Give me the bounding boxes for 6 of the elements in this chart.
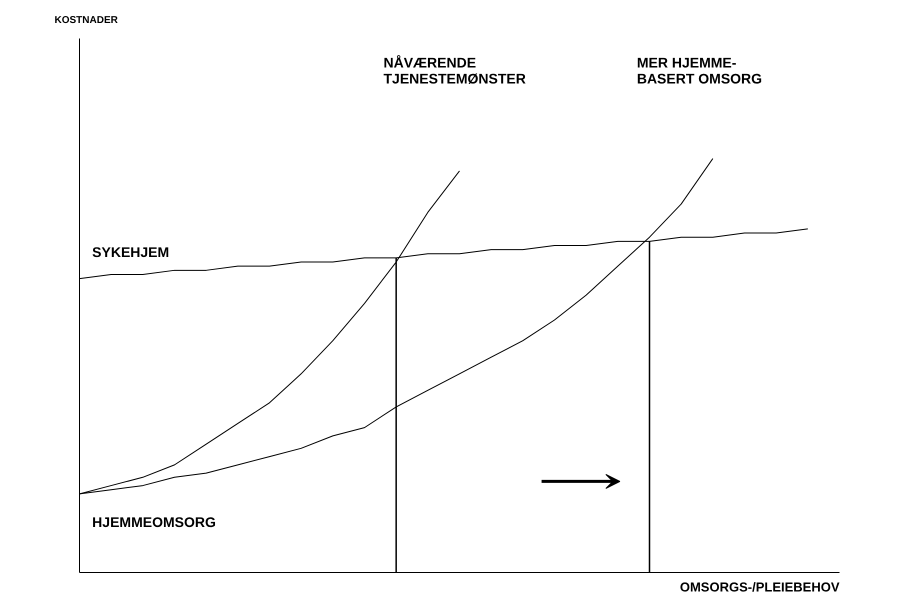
text: KOSTNADER bbox=[54, 15, 119, 26]
series-label: SYKEHJEM bbox=[92, 244, 170, 260]
annotation: HJEMMEOMSORG bbox=[92, 514, 216, 530]
text: NÅVÆRENDE TJENESTEMØNSTER bbox=[384, 54, 526, 87]
x-axis-title: OMSORGS-/PLEIEBEHOV bbox=[680, 580, 840, 594]
text: MER HJEMME- BASERT OMSORG bbox=[636, 54, 762, 87]
